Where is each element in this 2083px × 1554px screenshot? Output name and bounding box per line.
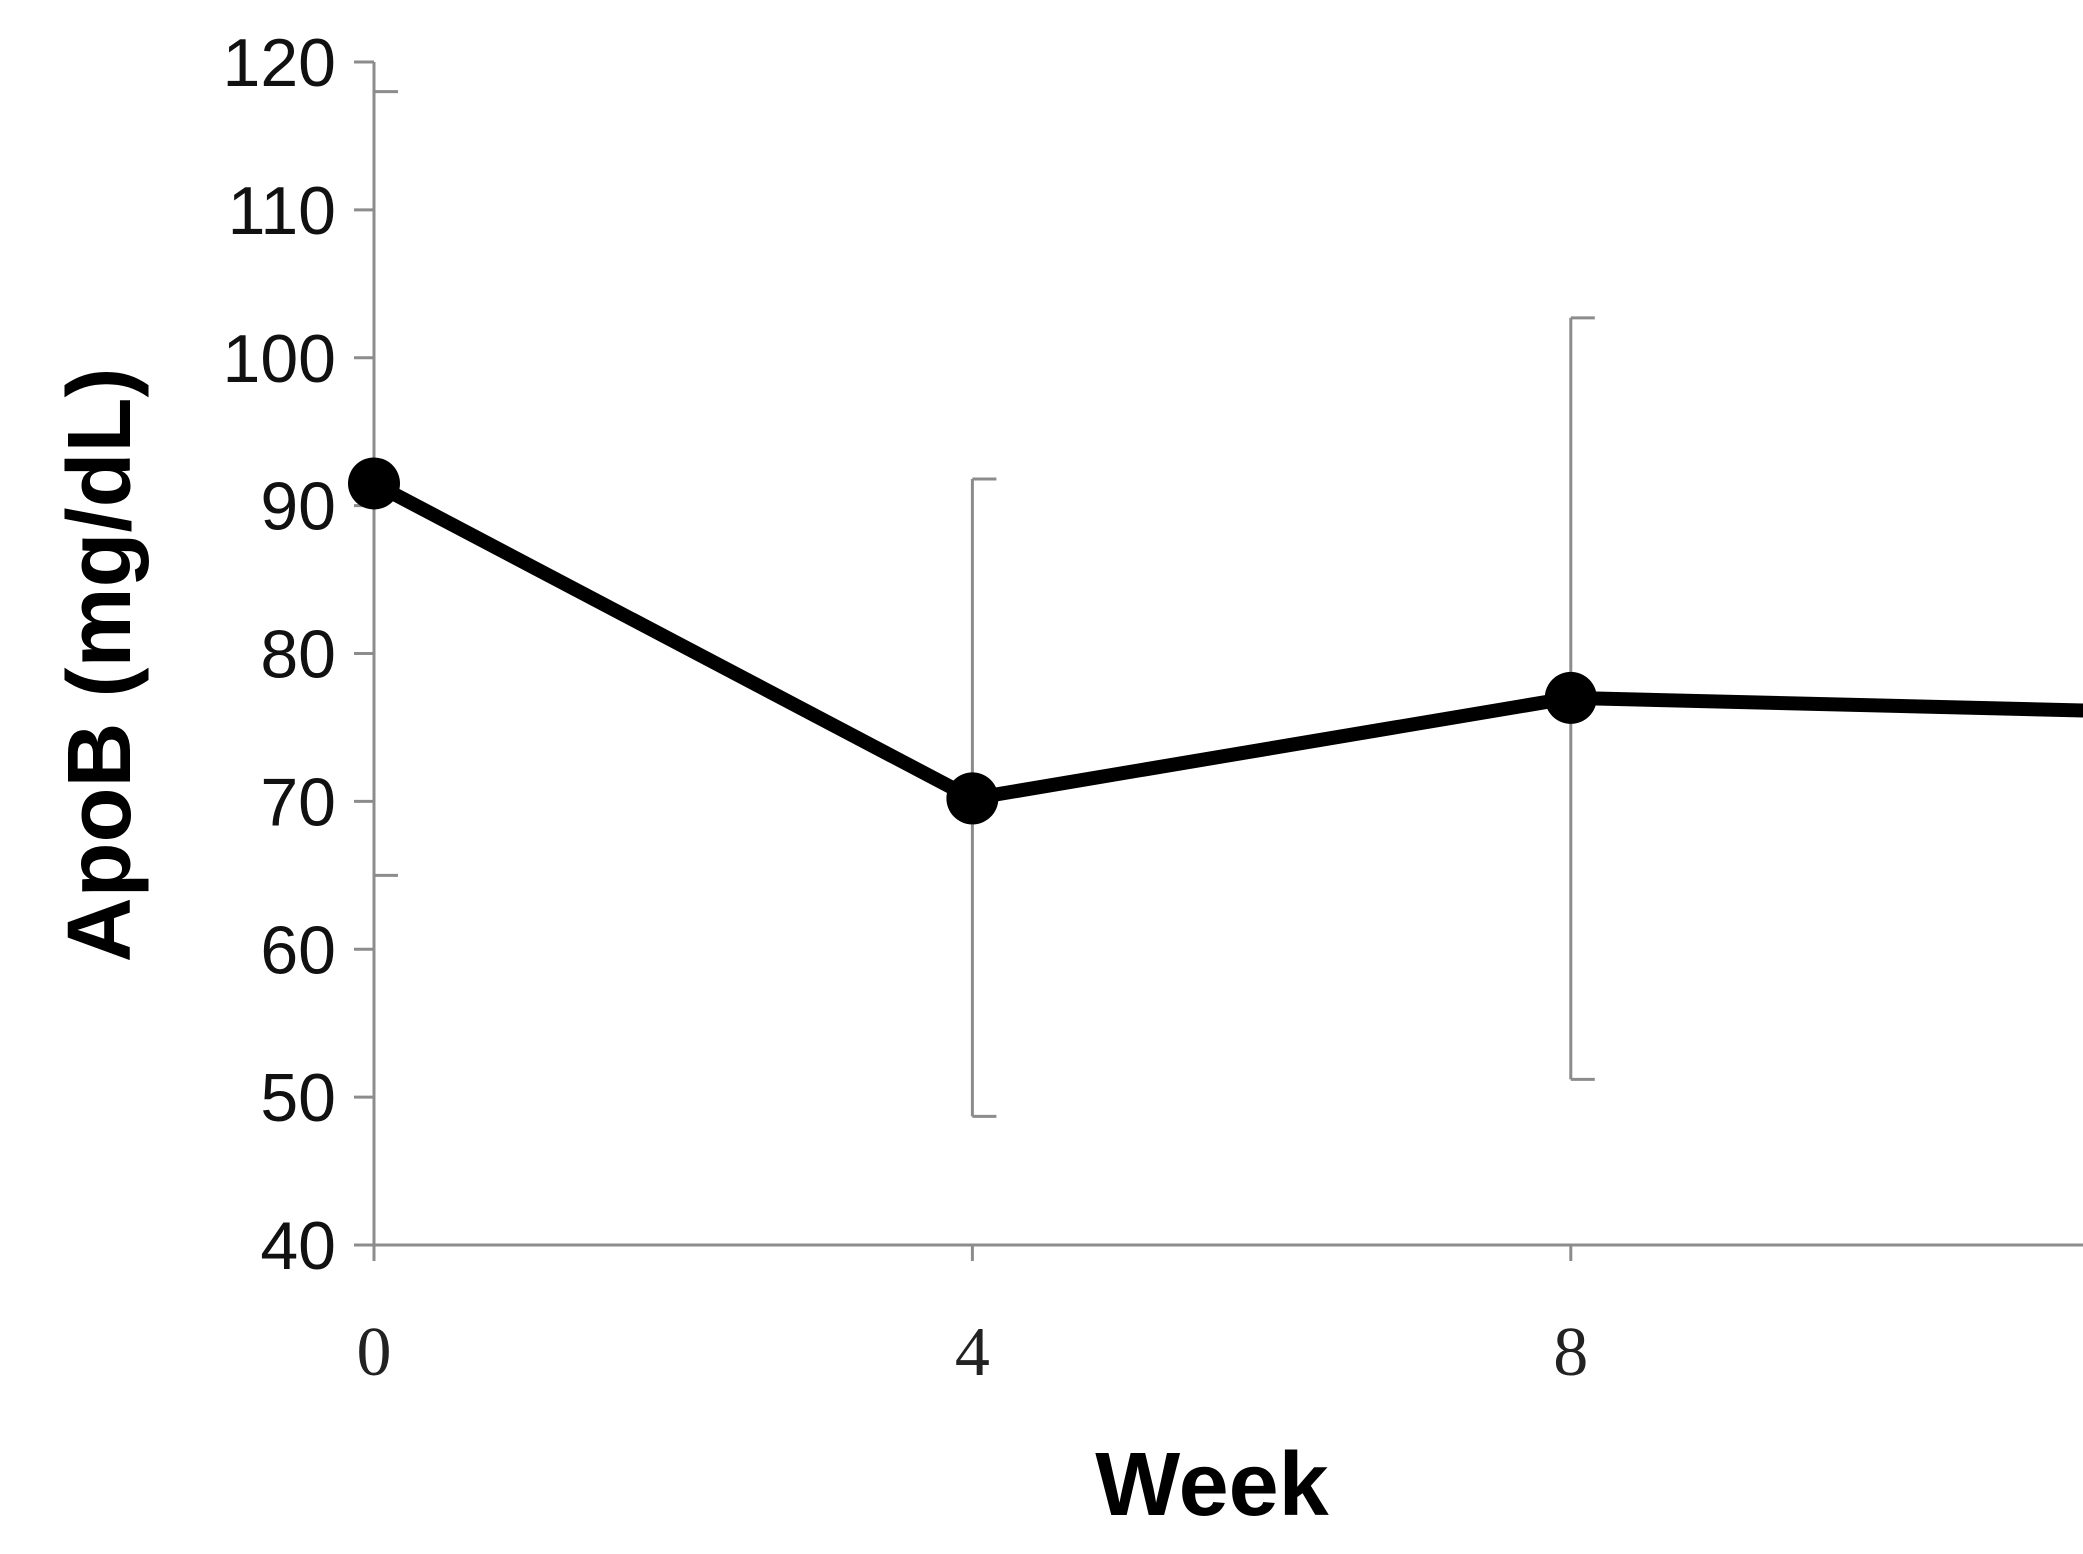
y-tick-label: 50	[260, 1060, 336, 1136]
y-axis-title: ApoB (mg/dL)	[50, 368, 150, 963]
x-tick-label: 8	[1553, 1314, 1588, 1391]
data-point-marker	[348, 457, 400, 510]
y-tick-label: 70	[260, 764, 336, 840]
series-polyline	[367, 476, 2083, 806]
x-axis-title: Week	[1095, 1435, 1329, 1535]
error-bars	[372, 90, 1595, 1118]
y-tick-label: 90	[260, 469, 336, 545]
x-tick-label: 4	[955, 1314, 990, 1391]
y-tick-label: 60	[260, 912, 336, 988]
y-tick-label: 100	[223, 321, 336, 397]
y-tick-label: 120	[223, 25, 336, 101]
y-tick-label: 110	[228, 173, 336, 249]
y-tick-label: 80	[260, 617, 336, 693]
y-tick-label: 40	[260, 1208, 336, 1284]
x-axis-ticks: 04812	[357, 1245, 1588, 1391]
data-point-marker	[946, 772, 999, 825]
series-line	[367, 476, 2083, 806]
data-point-marker	[1544, 671, 1597, 724]
axes	[354, 62, 2083, 1247]
data-markers	[348, 457, 1597, 825]
x-tick-label: 0	[357, 1314, 392, 1391]
y-axis-ticks: 120 110 100 90 80 70 60 50 40	[223, 25, 374, 1284]
